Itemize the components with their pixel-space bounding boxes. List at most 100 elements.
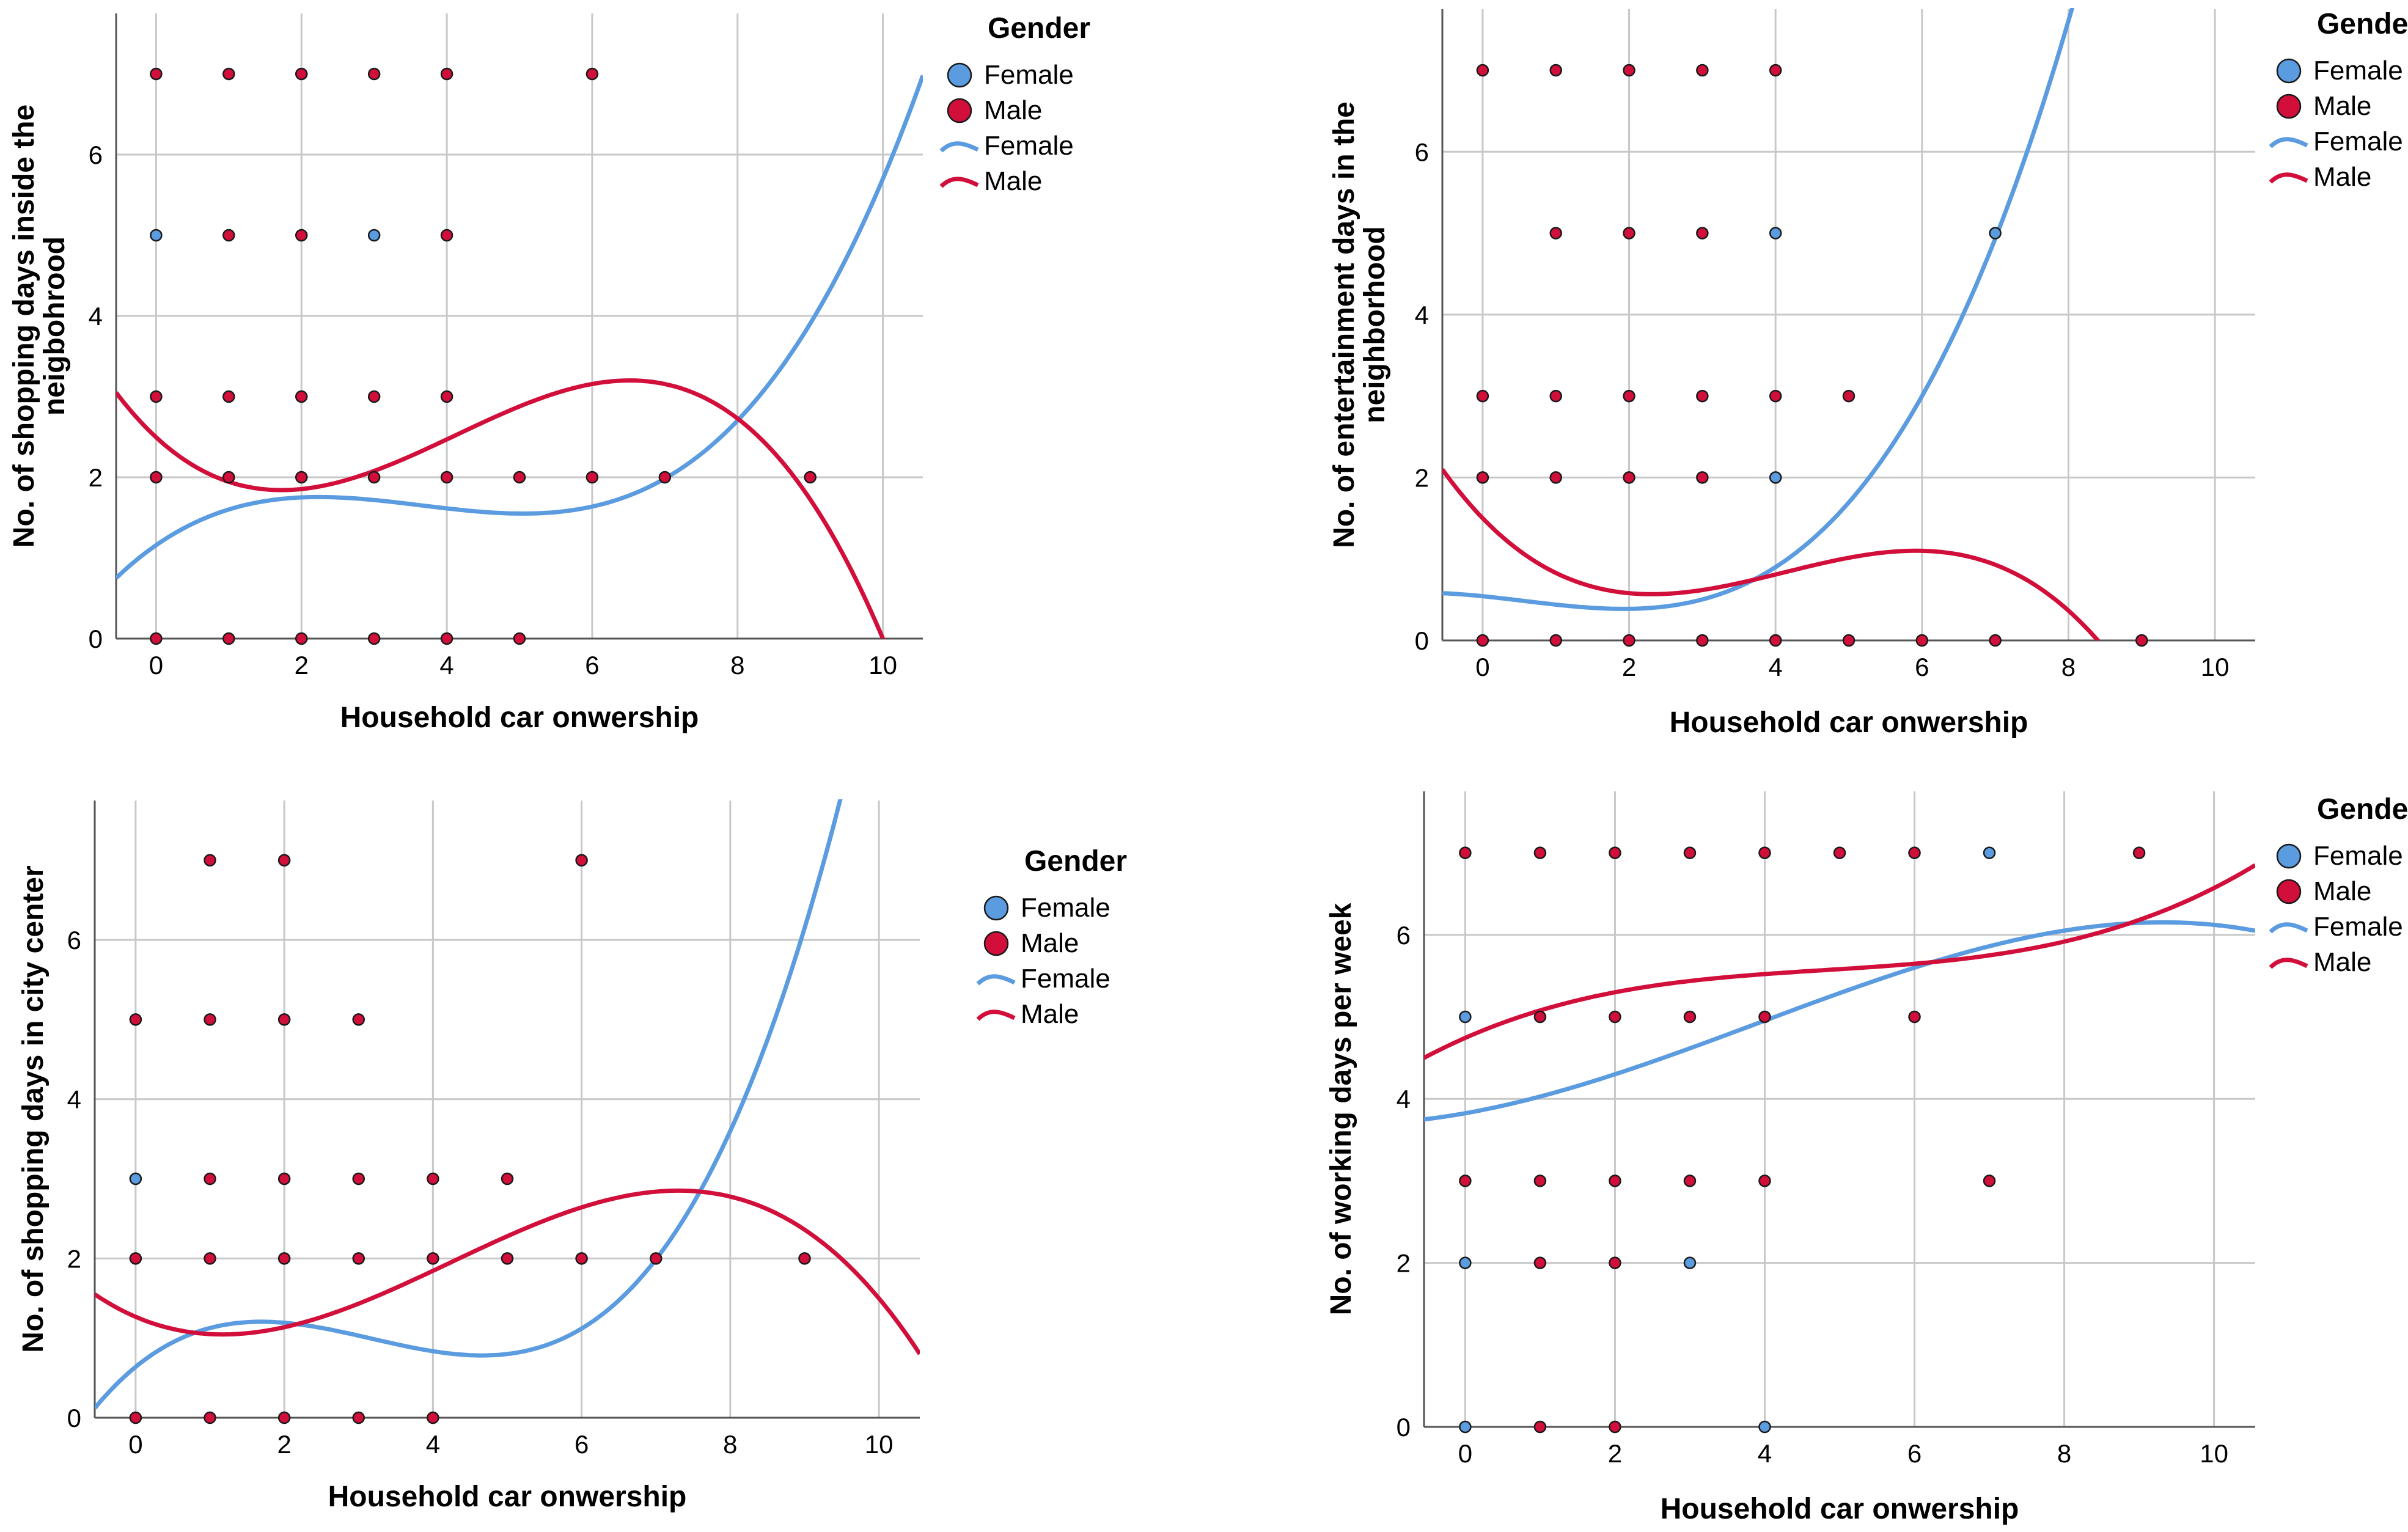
data-point-male: [513, 632, 526, 645]
legend-line-female-icon: [939, 141, 979, 153]
data-point-male: [222, 67, 235, 81]
data-point-male: [501, 1172, 514, 1186]
data-point-male: [129, 1252, 142, 1265]
legend-marker-female-icon: [947, 62, 972, 88]
legend-marker-female-icon: [2276, 58, 2302, 84]
y-axis-title-line: No. of working days per week: [1325, 903, 1357, 1315]
data-point-male: [804, 471, 817, 484]
data-point-male: [1476, 634, 1489, 647]
data-point-male: [658, 471, 672, 484]
data-point-male: [295, 67, 308, 81]
y-axis-title-line: No. of shopping days inside the: [8, 104, 40, 548]
fit-line-female: [116, 75, 923, 580]
data-point-male: [277, 1411, 291, 1424]
data-point-male: [1983, 1175, 1996, 1187]
y-axis-title: No. of shopping days inside theneigbohro…: [8, 104, 71, 548]
data-point-male: [1533, 1256, 1547, 1269]
data-point-male: [1623, 227, 1635, 240]
data-point-male: [277, 854, 291, 867]
fit-line-female: [95, 799, 843, 1410]
fit-line-male: [116, 378, 886, 639]
data-point-female: [1459, 1010, 1472, 1024]
y-tick-label: 2: [67, 1244, 81, 1273]
data-point-male: [2132, 846, 2146, 859]
y-tick-label: 0: [89, 625, 103, 653]
y-tick-label: 2: [89, 463, 103, 492]
data-point-male: [1915, 634, 1929, 647]
legend-label-male: Male: [2313, 876, 2371, 906]
x-tick-label: 8: [2061, 653, 2076, 681]
data-point-male: [204, 1411, 216, 1424]
x-tick-label: 4: [1758, 1439, 1772, 1468]
data-point-male: [352, 1411, 365, 1424]
data-point-male: [1758, 1175, 1771, 1187]
chart-panel-4: 0 2 4 6 8 10 0 2 4 6 Household car onwership No. of…: [1325, 791, 2408, 1525]
legend-label-male: Male: [1021, 999, 1079, 1029]
fit-line-female: [1442, 8, 2075, 611]
data-point-male: [352, 1252, 365, 1265]
legend-label-male: Male: [984, 166, 1042, 196]
legend-label-female: Female: [2313, 912, 2403, 942]
data-point-male: [1623, 471, 1635, 484]
data-point-male: [1609, 1420, 1621, 1434]
data-point-male: [150, 632, 163, 645]
legend-label-female: Female: [2313, 126, 2403, 156]
x-tick-label: 0: [1475, 653, 1489, 681]
y-tick-label: 0: [1415, 626, 1429, 655]
y-tick-label: 6: [1397, 921, 1411, 950]
data-point-male: [1683, 846, 1697, 859]
data-point-male: [1696, 389, 1709, 403]
data-point-male: [1533, 846, 1547, 859]
x-tick-label: 4: [1769, 653, 1783, 681]
data-point-male: [222, 390, 235, 403]
x-tick-label: 2: [277, 1430, 291, 1459]
data-point-male: [1623, 64, 1635, 77]
y-tick-label: 6: [1415, 137, 1429, 166]
x-axis-title: Household car onwership: [328, 1481, 687, 1513]
y-axis-title-line: No. of shopping days in city center: [17, 865, 50, 1352]
legend-title: Gender: [1024, 845, 1127, 878]
fit-line-male: [1424, 863, 2255, 1060]
data-point-male: [1908, 1010, 1921, 1024]
data-point-male: [367, 632, 381, 645]
data-point-male: [649, 1252, 663, 1265]
data-point-male: [1623, 634, 1635, 647]
data-point-male: [1459, 846, 1472, 859]
data-point-female: [129, 1172, 142, 1186]
data-point-male: [1908, 846, 1921, 859]
data-point-male: [1989, 634, 2002, 647]
data-point-male: [440, 229, 453, 242]
data-point-female: [1459, 1256, 1472, 1269]
data-point-male: [1833, 846, 1846, 859]
x-tick-label: 6: [1907, 1439, 1922, 1468]
x-tick-label: 6: [585, 651, 599, 680]
data-point-male: [1533, 1010, 1547, 1024]
data-point-female: [1683, 1256, 1697, 1269]
legend-label-male: Male: [984, 95, 1042, 125]
x-tick-label: 2: [1622, 653, 1636, 681]
data-point-male: [1549, 64, 1562, 77]
x-tick-label: 2: [1608, 1439, 1622, 1468]
data-point-male: [585, 471, 599, 484]
y-axis-title: No. of shopping days in city center: [17, 865, 50, 1352]
data-point-male: [150, 390, 163, 403]
legend-label-female: Female: [1021, 893, 1110, 923]
y-axis-title: No. of working days per week: [1325, 903, 1357, 1315]
legend-marker-male-icon: [947, 98, 972, 123]
x-tick-label: 8: [723, 1430, 737, 1459]
x-tick-label: 10: [865, 1430, 894, 1459]
legend-title: Gender: [2317, 793, 2408, 826]
data-point-male: [1609, 1010, 1621, 1024]
data-point-male: [1476, 389, 1489, 403]
y-tick-label: 4: [1397, 1085, 1411, 1113]
data-point-male: [352, 1013, 365, 1026]
data-point-male: [352, 1172, 365, 1186]
legend-line-female-icon: [2269, 137, 2308, 148]
data-point-male: [129, 1411, 142, 1424]
data-point-male: [575, 1252, 588, 1265]
data-point-male: [277, 1252, 291, 1265]
x-axis-title: Household car onwership: [340, 702, 699, 734]
legend-label-female: Female: [2313, 56, 2403, 86]
legend-label-male: Male: [2313, 162, 2371, 192]
